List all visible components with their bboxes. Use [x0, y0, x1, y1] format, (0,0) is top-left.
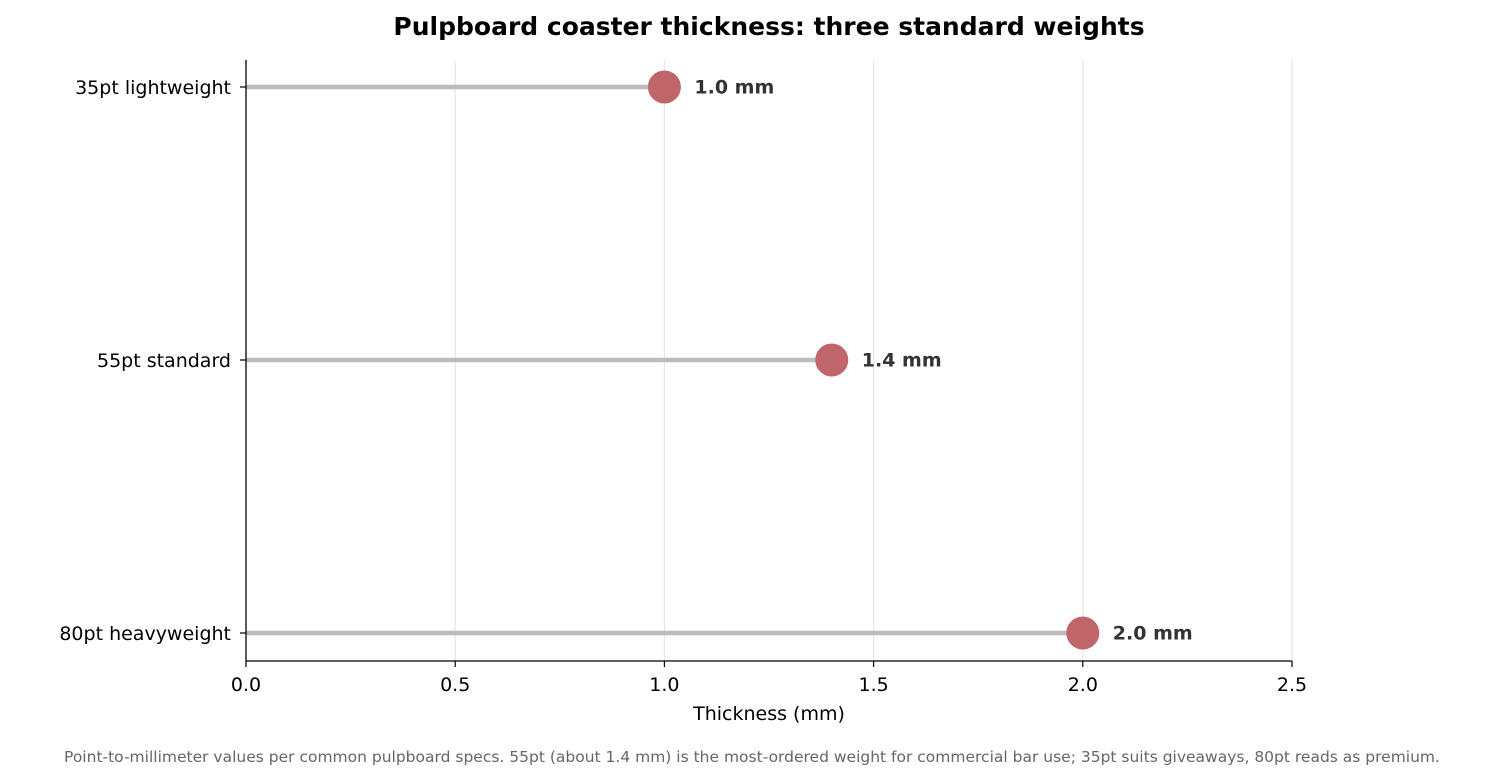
- x-axis-label: Thickness (mm): [692, 703, 845, 725]
- y-tick-label: 35pt lightweight: [75, 77, 231, 99]
- lollipop-marker: [647, 70, 681, 104]
- lollipop-marker: [1066, 616, 1100, 650]
- x-tick-label: 1.0: [649, 674, 679, 696]
- y-tick-label: 80pt heavyweight: [59, 623, 231, 645]
- x-tick-label: 2.5: [1277, 674, 1307, 696]
- y-ticks: 35pt lightweight 55pt standard 80pt heavyw…: [59, 77, 246, 645]
- value-label: 1.4 mm: [862, 350, 942, 372]
- value-label: 1.0 mm: [694, 77, 774, 99]
- lollipop-marker: [815, 343, 849, 377]
- chart-title: Pulpboard coaster thickness: three stand…: [393, 12, 1144, 41]
- x-tick-label: 2.0: [1068, 674, 1098, 696]
- value-label: 2.0 mm: [1113, 623, 1193, 645]
- footnote: Point-to-millimeter values per common pu…: [64, 748, 1440, 766]
- y-tick-label: 55pt standard: [97, 350, 231, 372]
- gridlines: [454, 60, 1293, 661]
- x-tick-label: 0.0: [231, 674, 261, 696]
- x-tick-label: 0.5: [440, 674, 470, 696]
- stems: [246, 84, 1083, 636]
- x-tick-label: 1.5: [858, 674, 888, 696]
- markers: [647, 70, 1100, 650]
- x-ticks: 0.0 0.5 1.0 1.5 2.0 2.5: [231, 661, 1307, 696]
- value-labels: 1.0 mm 1.4 mm 2.0 mm: [694, 77, 1192, 645]
